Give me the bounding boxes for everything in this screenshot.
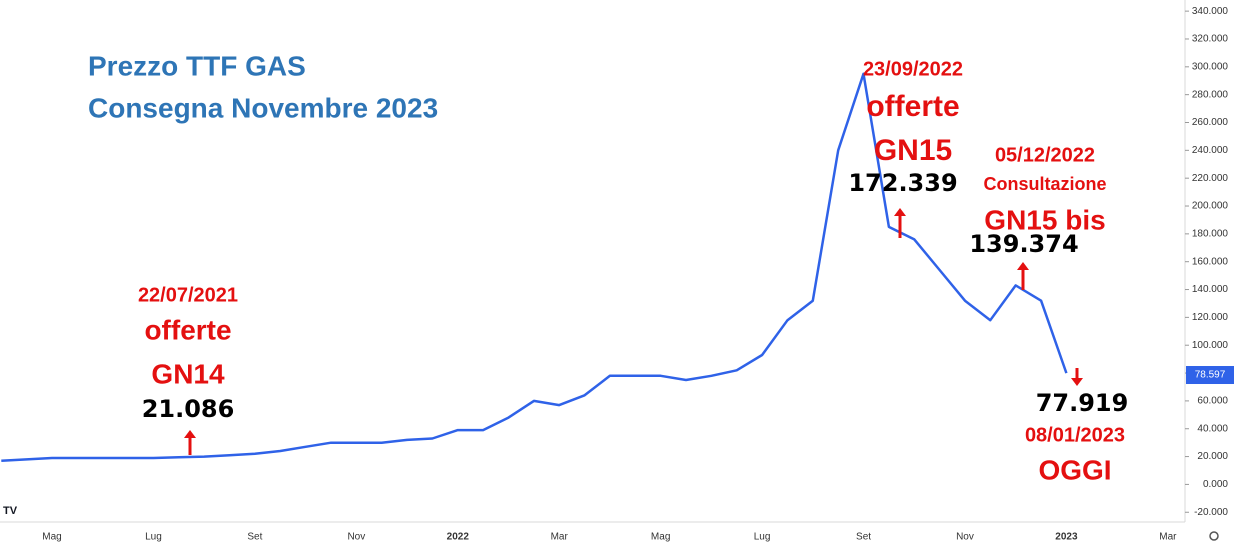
y-tick-label: 140.000 xyxy=(1192,284,1229,295)
chart-title: Prezzo TTF GAS xyxy=(88,50,306,81)
annotation-text: GN15 xyxy=(874,134,952,167)
last-price-label: 78.597 xyxy=(1195,370,1226,381)
y-tick-label: 260.000 xyxy=(1192,117,1229,128)
x-tick-label: Mar xyxy=(551,532,569,543)
y-tick-label: -20.000 xyxy=(1194,507,1228,518)
y-tick-label: 300.000 xyxy=(1192,61,1229,72)
annotation-text: GN14 xyxy=(151,358,225,389)
svg-text:TV: TV xyxy=(3,505,18,517)
y-tick-label: 180.000 xyxy=(1192,228,1229,239)
annotation-price: 21.086 xyxy=(142,395,235,423)
annotation-price: 172.339 xyxy=(848,169,957,197)
y-tick-label: 320.000 xyxy=(1192,34,1229,45)
annotation-price: 77.919 xyxy=(1036,389,1129,417)
annotation-text: 05/12/2022 xyxy=(995,144,1095,166)
annotation-text: OGGI xyxy=(1038,454,1111,485)
y-tick-label: 0.000 xyxy=(1203,479,1228,490)
y-tick-label: 20.000 xyxy=(1197,451,1228,462)
x-tick-label: Set xyxy=(247,532,262,543)
x-tick-label: Lug xyxy=(754,532,771,543)
annotation-text: 22/07/2021 xyxy=(138,284,238,306)
x-tick-label: 2022 xyxy=(447,532,470,543)
y-tick-label: 220.000 xyxy=(1192,173,1229,184)
settings-icon[interactable] xyxy=(1209,531,1219,541)
y-tick-label: 160.000 xyxy=(1192,256,1229,267)
annotation-arrowhead xyxy=(894,208,906,216)
annotation-text: Consultazione xyxy=(983,174,1106,194)
last-price-box xyxy=(1186,366,1234,385)
x-tick-label: Mag xyxy=(42,532,61,543)
x-tick-label: Mar xyxy=(1159,532,1177,543)
tv-logo: TV xyxy=(0,500,18,520)
annotation-text: GN15 bis xyxy=(984,204,1105,235)
x-tick-label: Lug xyxy=(145,532,162,543)
annotation-arrowhead xyxy=(1071,378,1083,386)
y-tick-label: 200.000 xyxy=(1192,201,1229,212)
annotation-arrowhead xyxy=(1017,262,1029,270)
y-tick-label: 240.000 xyxy=(1192,145,1229,156)
x-tick-label: Nov xyxy=(956,532,974,543)
y-tick-label: 100.000 xyxy=(1192,340,1229,351)
y-tick-label: 120.000 xyxy=(1192,312,1229,323)
x-tick-label: Mag xyxy=(651,532,670,543)
chart-subtitle: Consegna Novembre 2023 xyxy=(88,92,438,123)
x-tick-label: Nov xyxy=(347,532,365,543)
y-tick-label: 40.000 xyxy=(1197,423,1228,434)
y-tick-label: 340.000 xyxy=(1192,6,1229,17)
annotation-text: offerte xyxy=(144,314,231,345)
x-tick-label: 2023 xyxy=(1055,532,1078,543)
x-tick-label: Set xyxy=(856,532,871,543)
annotation-price: 139.374 xyxy=(969,230,1078,258)
annotation-text: 23/09/2022 xyxy=(863,58,963,80)
annotation-text: 08/01/2023 xyxy=(1025,424,1125,446)
y-tick-label: 280.000 xyxy=(1192,89,1229,100)
annotation-arrowhead xyxy=(184,430,196,438)
annotation-text: offerte xyxy=(866,90,959,123)
y-tick-label: 60.000 xyxy=(1197,396,1228,407)
price-line xyxy=(1,72,1068,463)
